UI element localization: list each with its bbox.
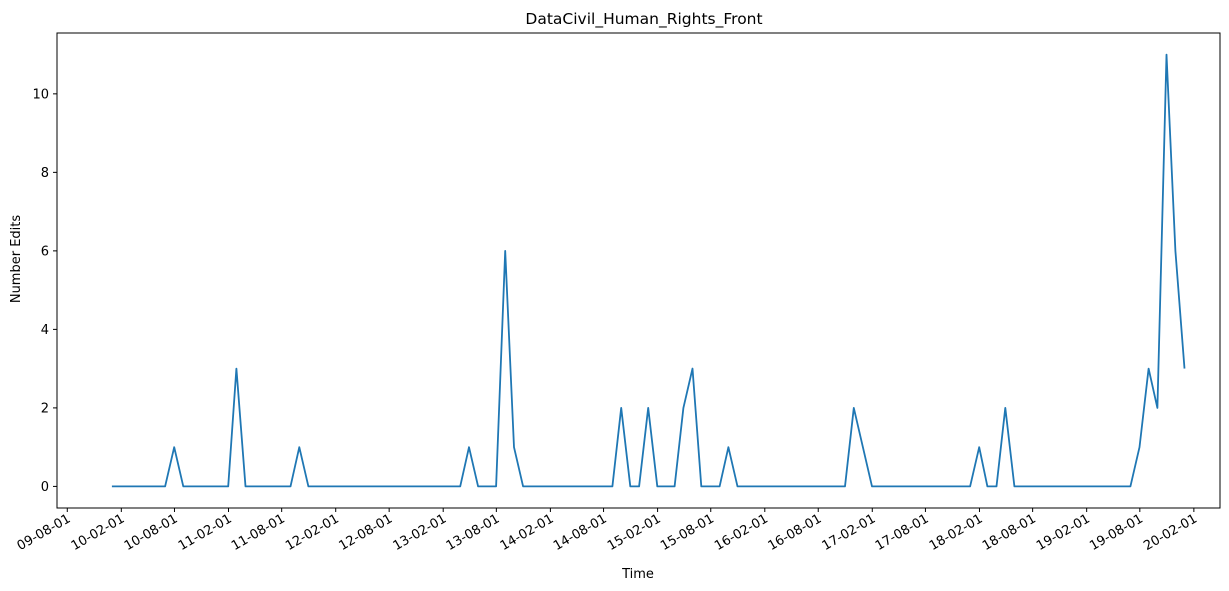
y-axis-label: Number Edits xyxy=(9,215,24,304)
plot-area xyxy=(56,32,1221,509)
y-tick-label: 8 xyxy=(41,166,49,181)
y-tick-label: 0 xyxy=(41,480,49,495)
y-tick-label: 2 xyxy=(41,401,49,416)
y-tick-label: 10 xyxy=(32,87,49,102)
series-line-edits xyxy=(111,53,1186,488)
axes-frame xyxy=(56,32,1221,509)
y-tick-label: 4 xyxy=(41,323,49,338)
x-axis-label: Time xyxy=(621,567,654,582)
chart-title: DataCivil_Human_Rights_Front xyxy=(525,10,762,29)
y-axis: 0 2 4 6 8 10 xyxy=(32,87,57,495)
y-tick-label: 6 xyxy=(41,244,49,259)
